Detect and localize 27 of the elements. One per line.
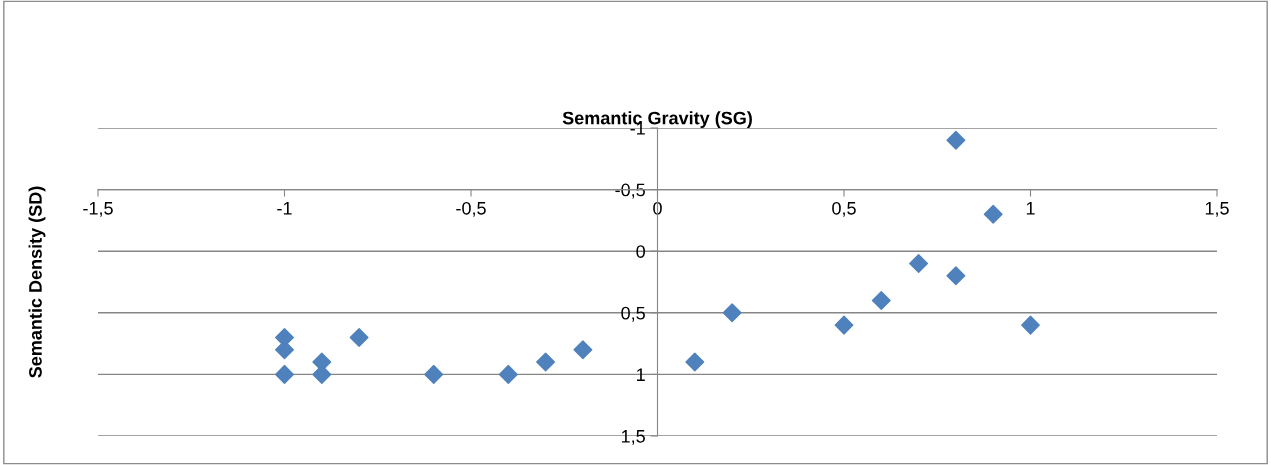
y-tick-label: 0 xyxy=(636,245,645,258)
y-tick-label: 0,5 xyxy=(621,306,645,322)
point xyxy=(275,340,294,360)
x-tick-label: 0,5 xyxy=(832,201,856,217)
point xyxy=(424,364,444,384)
x-tick-label: 1,5 xyxy=(1205,202,1229,217)
y-tick-label: 1 xyxy=(637,368,645,381)
x-tick-label: 1 xyxy=(1026,202,1035,215)
x-tick-label: -1 xyxy=(277,202,292,215)
point xyxy=(498,364,518,384)
point xyxy=(275,364,294,384)
point xyxy=(685,352,705,372)
point xyxy=(1021,315,1040,335)
y-axis-title: Semantic Density (SD) xyxy=(28,186,46,378)
y-tick-label: 1,5 xyxy=(621,430,645,445)
point xyxy=(536,352,556,372)
x-tick-label: -1,5 xyxy=(83,202,113,217)
point xyxy=(834,315,854,335)
point xyxy=(349,327,369,347)
x-tick-label: -0,5 xyxy=(456,201,486,217)
point xyxy=(722,303,742,323)
point xyxy=(871,291,891,310)
point xyxy=(946,130,966,150)
point xyxy=(946,266,966,286)
point xyxy=(983,204,1003,224)
point xyxy=(573,340,593,360)
point xyxy=(909,254,929,273)
